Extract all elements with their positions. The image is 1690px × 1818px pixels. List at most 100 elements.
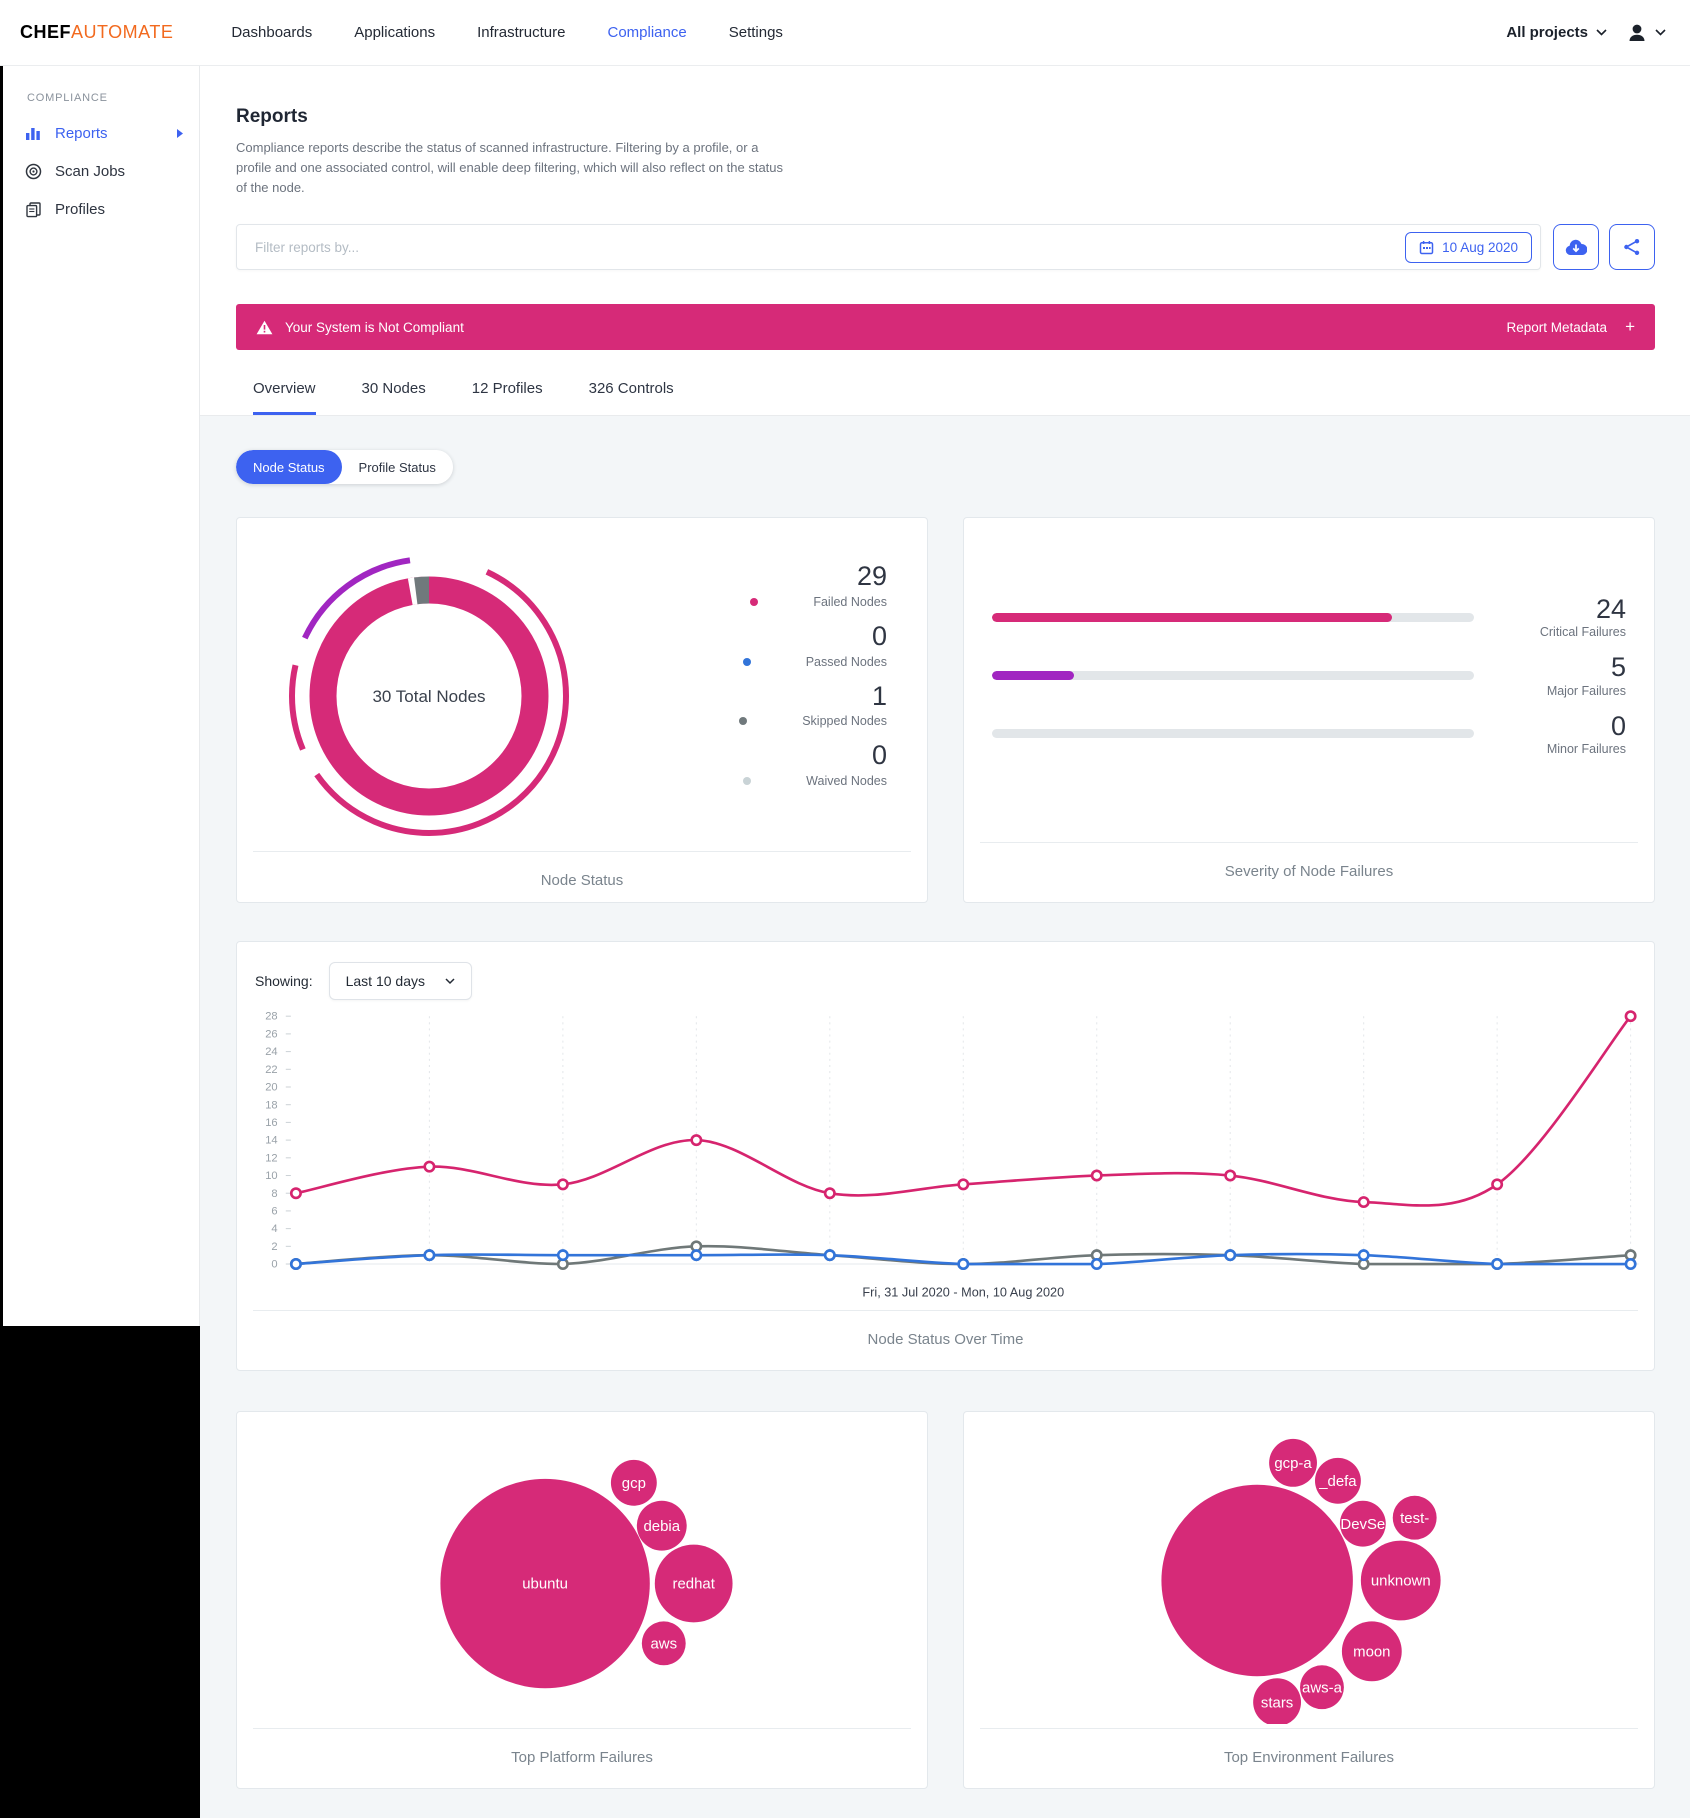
page-description: Compliance reports describe the status o… bbox=[236, 140, 784, 196]
legend-failed: 29 Failed Nodes bbox=[750, 562, 887, 609]
selected-date: 10 Aug 2020 bbox=[1442, 239, 1518, 255]
filter-row: 10 Aug 2020 bbox=[236, 224, 1655, 271]
showing-row: Showing: Last 10 days bbox=[237, 942, 1654, 1001]
top-environment-failures-card: gcp-a _defa DevSe test-unknown moon aws-a star… bbox=[963, 1411, 1655, 1790]
svg-text:aws: aws bbox=[650, 1636, 677, 1653]
documents-icon bbox=[25, 201, 43, 218]
minor-bar bbox=[992, 729, 1474, 739]
svg-text:2: 2 bbox=[271, 1241, 277, 1253]
sidebar-item-label: Scan Jobs bbox=[55, 162, 126, 180]
svg-text:moon: moon bbox=[1353, 1644, 1390, 1661]
tab-profiles[interactable]: 12 Profiles bbox=[471, 380, 543, 398]
page-title: Reports bbox=[236, 106, 308, 127]
sidebar-section-label: COMPLIANCE bbox=[27, 92, 108, 104]
filter-reports-input[interactable] bbox=[237, 239, 1406, 255]
chevron-down-icon bbox=[1596, 29, 1607, 36]
cloud-download-icon bbox=[1565, 240, 1587, 256]
chevron-down-icon bbox=[445, 978, 455, 984]
sidebar-item-label: Profiles bbox=[55, 200, 106, 218]
showing-label: Showing: bbox=[255, 973, 313, 990]
waived-count: 0 bbox=[871, 740, 887, 771]
svg-text:_defa: _defa bbox=[1318, 1473, 1357, 1490]
critical-count: 24 bbox=[1595, 593, 1626, 624]
user-menu[interactable] bbox=[1625, 21, 1666, 45]
svg-text:26: 26 bbox=[265, 1029, 277, 1041]
main-nav: Dashboards Applications Infrastructure C… bbox=[231, 24, 783, 41]
minor-count: 0 bbox=[1610, 710, 1626, 741]
status-toggle: Node Status Profile Status bbox=[236, 450, 453, 485]
critical-bar bbox=[992, 612, 1474, 622]
svg-text:redhat: redhat bbox=[672, 1576, 715, 1593]
svg-text:DevSe: DevSe bbox=[1340, 1516, 1385, 1533]
critical-row: 24 Critical Failures bbox=[992, 595, 1626, 639]
page-header: Reports Compliance reports describe the … bbox=[200, 66, 1690, 417]
svg-text:ubuntu: ubuntu bbox=[522, 1576, 568, 1593]
sidebar-item-profiles[interactable]: Profiles bbox=[3, 190, 199, 228]
sidebar-item-label: Reports bbox=[55, 124, 108, 142]
node-status-chart: 30 Total Nodes 29 Failed Nodes 0 bbox=[237, 518, 927, 851]
legend-waived: 0 Waived Nodes bbox=[743, 740, 887, 788]
bubble-cards-row: ubuntu gcp debia redhat aws Top Platform Fai… bbox=[236, 1411, 1655, 1790]
waived-dot bbox=[743, 777, 752, 786]
tab-controls[interactable]: 326 Controls bbox=[588, 380, 674, 398]
minor-row: 0 Minor Failures bbox=[992, 710, 1626, 756]
node-status-legend: 29 Failed Nodes 0 Passed Nodes 1 Skipped… bbox=[739, 562, 887, 851]
banner-message: Your System is Not Compliant bbox=[285, 319, 464, 335]
major-row: 5 Major Failures bbox=[992, 652, 1626, 698]
svg-text:16: 16 bbox=[265, 1117, 277, 1129]
donut-chart: 30 Total Nodes bbox=[279, 546, 579, 851]
nav-right: All projects bbox=[1506, 21, 1666, 45]
svg-text:unknown: unknown bbox=[1371, 1573, 1431, 1590]
severity-card: 24 Critical Failures 5 Major Failures bbox=[963, 517, 1655, 904]
svg-text:gcp-a: gcp-a bbox=[1274, 1456, 1312, 1473]
nav-settings[interactable]: Settings bbox=[728, 24, 783, 41]
skipped-dot bbox=[739, 717, 748, 726]
card-caption: Top Platform Failures bbox=[253, 1728, 911, 1788]
compliance-banner: Your System is Not Compliant Report Meta… bbox=[236, 304, 1655, 351]
projects-dropdown[interactable]: All projects bbox=[1506, 24, 1607, 41]
passed-dot bbox=[742, 657, 751, 666]
nav-dashboards[interactable]: Dashboards bbox=[231, 24, 313, 41]
donut-center-label: 30 Total Nodes bbox=[372, 687, 485, 706]
nav-infrastructure[interactable]: Infrastructure bbox=[477, 24, 566, 41]
share-icon bbox=[1624, 239, 1640, 256]
passed-count: 0 bbox=[871, 621, 887, 652]
nav-applications[interactable]: Applications bbox=[354, 24, 436, 41]
top-navigation: CHEF AUTOMATE Dashboards Applications Inf… bbox=[0, 0, 1690, 66]
card-caption: Node Status Over Time bbox=[253, 1310, 1638, 1370]
share-button[interactable] bbox=[1609, 224, 1655, 271]
major-bar bbox=[992, 670, 1474, 680]
svg-text:12: 12 bbox=[265, 1153, 277, 1165]
sidebar-item-scan-jobs[interactable]: Scan Jobs bbox=[3, 152, 199, 190]
logo-automate: AUTOMATE bbox=[71, 22, 174, 42]
toggle-profile-status[interactable]: Profile Status bbox=[341, 450, 453, 485]
legend-skipped: 1 Skipped Nodes bbox=[739, 681, 887, 728]
node-status-card: 30 Total Nodes 29 Failed Nodes 0 bbox=[236, 517, 928, 904]
date-range-dropdown[interactable]: Last 10 days bbox=[328, 962, 472, 1001]
download-report-button[interactable] bbox=[1553, 224, 1599, 271]
node-status-over-time-card: Showing: Last 10 days 0 2 4 6 8 10 12 14 16 18 20 2… bbox=[236, 941, 1655, 1372]
svg-text:4: 4 bbox=[271, 1224, 277, 1236]
caret-right-icon bbox=[177, 128, 183, 138]
radar-icon bbox=[25, 163, 43, 180]
svg-text:14: 14 bbox=[265, 1135, 277, 1147]
svg-text:6: 6 bbox=[271, 1206, 277, 1218]
report-metadata-toggle[interactable]: Report Metadata + bbox=[1507, 317, 1636, 337]
svg-text:Fri, 31 Jul 2020 - Mon, 10 Aug: Fri, 31 Jul 2020 - Mon, 10 Aug 2020 bbox=[862, 1286, 1064, 1300]
toggle-node-status[interactable]: Node Status bbox=[236, 450, 342, 485]
report-tabs: Overview 30 Nodes 12 Profiles 326 Contro… bbox=[236, 380, 1655, 416]
severity-chart: 24 Critical Failures 5 Major Failures bbox=[964, 518, 1654, 842]
sidebar-item-reports[interactable]: Reports bbox=[3, 114, 199, 152]
svg-text:aws-a: aws-a bbox=[1302, 1680, 1343, 1697]
date-picker-button[interactable]: 10 Aug 2020 bbox=[1405, 231, 1532, 263]
tab-nodes[interactable]: 30 Nodes bbox=[361, 380, 426, 398]
svg-text:22: 22 bbox=[265, 1064, 277, 1076]
bar-chart-icon bbox=[25, 126, 43, 141]
nav-compliance[interactable]: Compliance bbox=[607, 24, 687, 41]
chef-automate-logo[interactable]: CHEF AUTOMATE bbox=[20, 22, 173, 43]
tab-overview[interactable]: Overview bbox=[253, 380, 316, 416]
major-count: 5 bbox=[1610, 652, 1626, 683]
calendar-icon bbox=[1419, 240, 1434, 255]
